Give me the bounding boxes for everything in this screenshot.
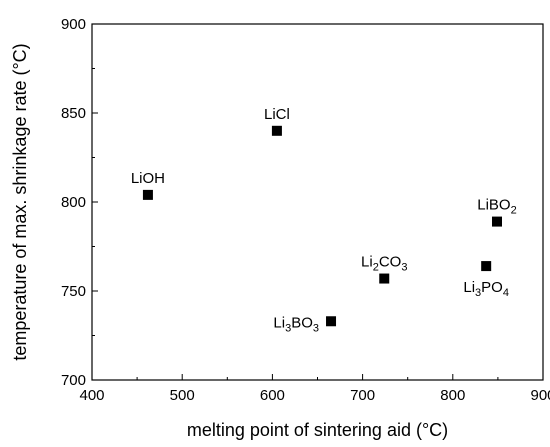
data-label: Li2CO3 xyxy=(361,254,407,274)
data-label: Li3BO3 xyxy=(273,314,319,334)
y-tick-label: 700 xyxy=(61,372,86,389)
x-tick-label: 900 xyxy=(530,387,550,404)
y-tick-label: 850 xyxy=(61,105,86,122)
data-point xyxy=(379,273,390,284)
x-tick-label: 400 xyxy=(79,387,104,404)
data-label: LiCl xyxy=(264,106,290,123)
data-point xyxy=(481,261,492,272)
x-tick-label: 800 xyxy=(440,387,465,404)
point-labels: LiCl LiOH LiBO2 Li2CO3 Li3PO4 Li3BO3 xyxy=(131,106,517,334)
data-point xyxy=(491,216,502,227)
y-tick-label: 900 xyxy=(61,16,86,33)
data-point xyxy=(326,316,337,327)
data-label: LiBO2 xyxy=(477,197,516,217)
x-tick-label: 600 xyxy=(260,387,285,404)
data-label: LiOH xyxy=(131,170,165,187)
x-tick-label: 700 xyxy=(350,387,375,404)
y-axis-title: temperature of max. shrinkage rate (°C) xyxy=(10,43,30,360)
data-label: Li3PO4 xyxy=(463,279,509,299)
x-axis-title: melting point of sintering aid (°C) xyxy=(187,420,448,440)
axis-ticks: 400 500 600 700 800 900 700 750 800 850 900 xyxy=(61,16,550,404)
x-tick-label: 500 xyxy=(170,387,195,404)
data-points xyxy=(142,125,502,327)
y-tick-label: 750 xyxy=(61,283,86,300)
y-tick-label: 800 xyxy=(61,194,86,211)
data-point xyxy=(271,125,282,136)
data-point xyxy=(142,189,153,200)
